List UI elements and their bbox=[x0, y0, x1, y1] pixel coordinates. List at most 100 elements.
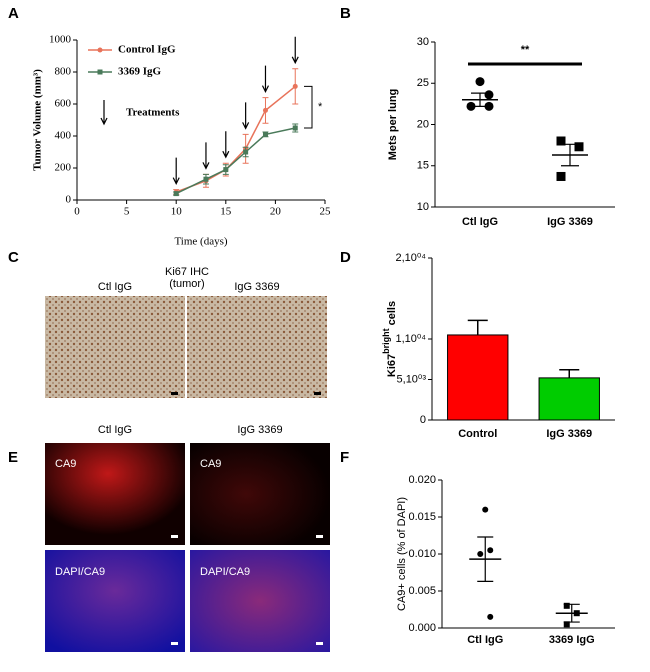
if-image bbox=[190, 443, 330, 545]
bar bbox=[538, 377, 600, 421]
legend-marker bbox=[97, 69, 103, 75]
sem-bar bbox=[561, 143, 579, 167]
y-tick-label: 0.005 bbox=[408, 585, 436, 597]
x-tick-label: 0 bbox=[74, 206, 80, 218]
y-tick-label: 15 bbox=[417, 160, 429, 172]
ihc-image bbox=[187, 296, 327, 398]
panel-letter: F bbox=[340, 449, 349, 466]
point bbox=[477, 551, 484, 557]
image-label: (tumor) bbox=[169, 278, 204, 290]
scale-bar bbox=[171, 392, 178, 395]
image-label: Ctl IgG bbox=[98, 281, 132, 293]
x-tick-label: 15 bbox=[220, 206, 232, 218]
y-tick-label: 2,10⁰⁴ bbox=[395, 252, 426, 264]
point bbox=[487, 547, 494, 554]
panel-letter: D bbox=[340, 249, 351, 266]
point bbox=[563, 621, 570, 628]
arrow bbox=[242, 102, 250, 130]
y-tick-label: 200 bbox=[55, 162, 72, 174]
y-tick-label: 0.015 bbox=[408, 511, 436, 523]
x-tick-label: 20 bbox=[270, 206, 282, 218]
y-axis-label: Mets per lung bbox=[387, 89, 399, 161]
x-tick-label: IgG 3369 bbox=[546, 428, 592, 440]
annotation: * bbox=[318, 101, 323, 113]
scale-bar bbox=[314, 392, 321, 395]
image-label: DAPI/CA9 bbox=[55, 566, 105, 578]
panel-letter: E bbox=[8, 449, 18, 466]
arrow bbox=[202, 142, 210, 170]
bracket bbox=[304, 85, 313, 129]
point bbox=[223, 167, 229, 173]
error-bar bbox=[467, 319, 488, 335]
images bbox=[45, 296, 330, 652]
y-tick-label: 25 bbox=[417, 77, 429, 89]
y-axis-label-part: cells bbox=[386, 301, 398, 325]
y-tick-label: 0.010 bbox=[408, 548, 436, 560]
y-axis-label: Ki67bright cells bbox=[381, 301, 398, 377]
panel-letter: C bbox=[8, 249, 19, 266]
x-tick-label: IgG 3369 bbox=[547, 216, 593, 228]
y-tick-label: 30 bbox=[417, 36, 429, 48]
x-tick-label: Ctl IgG bbox=[467, 634, 503, 646]
point bbox=[292, 125, 298, 131]
point bbox=[262, 107, 268, 113]
y-tick-label: 600 bbox=[55, 98, 72, 110]
sem-bar bbox=[563, 603, 580, 623]
image-label: IgG 3369 bbox=[234, 281, 279, 293]
point bbox=[262, 131, 268, 137]
point bbox=[475, 77, 485, 87]
y-tick-label: 0.000 bbox=[408, 622, 436, 634]
y-axis-label: Tumor Volume (mm³) bbox=[32, 69, 44, 171]
image-label: CA9 bbox=[200, 458, 221, 470]
point bbox=[243, 149, 249, 155]
x-tick-label: 25 bbox=[320, 206, 332, 218]
point bbox=[292, 83, 298, 89]
y-tick-label: 1000 bbox=[49, 34, 72, 46]
point bbox=[484, 90, 494, 100]
error-bar bbox=[559, 369, 580, 378]
y-tick-label: 10 bbox=[417, 201, 429, 213]
point bbox=[482, 506, 489, 513]
series-line bbox=[175, 85, 296, 193]
scale-bar bbox=[171, 642, 178, 645]
x-tick-label: Ctl IgG bbox=[462, 216, 498, 228]
arrow bbox=[261, 65, 270, 93]
y-tick-label: 5,10⁰³ bbox=[397, 373, 427, 385]
arrow bbox=[100, 100, 108, 126]
ihc-image bbox=[45, 296, 185, 398]
image-label: DAPI/CA9 bbox=[200, 566, 250, 578]
panel-letter: A bbox=[8, 5, 19, 22]
y-tick-label: 0 bbox=[66, 194, 72, 206]
annotation: Treatments bbox=[126, 107, 180, 119]
y-tick-label: 800 bbox=[55, 66, 72, 78]
scale-bar bbox=[316, 535, 323, 538]
bar bbox=[447, 334, 509, 421]
x-axis-label: Time (days) bbox=[174, 236, 227, 248]
legend-marker bbox=[97, 47, 103, 53]
point bbox=[556, 171, 566, 181]
y-axis-label-part: Ki67 bbox=[386, 354, 398, 377]
point bbox=[574, 142, 584, 152]
x-tick-label: Control bbox=[458, 428, 497, 440]
x-tick-label: 10 bbox=[171, 206, 183, 218]
x-tick-label: 5 bbox=[124, 206, 130, 218]
legend-label: 3369 IgG bbox=[118, 66, 162, 78]
y-tick-label: 0.020 bbox=[408, 474, 436, 486]
annotation: ** bbox=[521, 44, 530, 56]
image-label: Ki67 IHC bbox=[165, 266, 209, 278]
point bbox=[563, 602, 570, 609]
arrow bbox=[291, 36, 299, 65]
series-line bbox=[175, 127, 296, 195]
y-tick-label: 400 bbox=[55, 130, 72, 142]
y-tick-label: 1,10⁰⁴ bbox=[395, 333, 426, 345]
scale-bar bbox=[316, 642, 323, 645]
arrow bbox=[172, 157, 180, 185]
sem-bar bbox=[477, 536, 494, 582]
y-tick-label: 0 bbox=[420, 414, 426, 426]
y-tick-label: 20 bbox=[417, 118, 429, 130]
if-image bbox=[45, 550, 185, 652]
image-label: CA9 bbox=[55, 458, 76, 470]
if-image bbox=[45, 443, 185, 545]
legend-label: Control IgG bbox=[118, 44, 176, 56]
if-image bbox=[190, 550, 330, 652]
